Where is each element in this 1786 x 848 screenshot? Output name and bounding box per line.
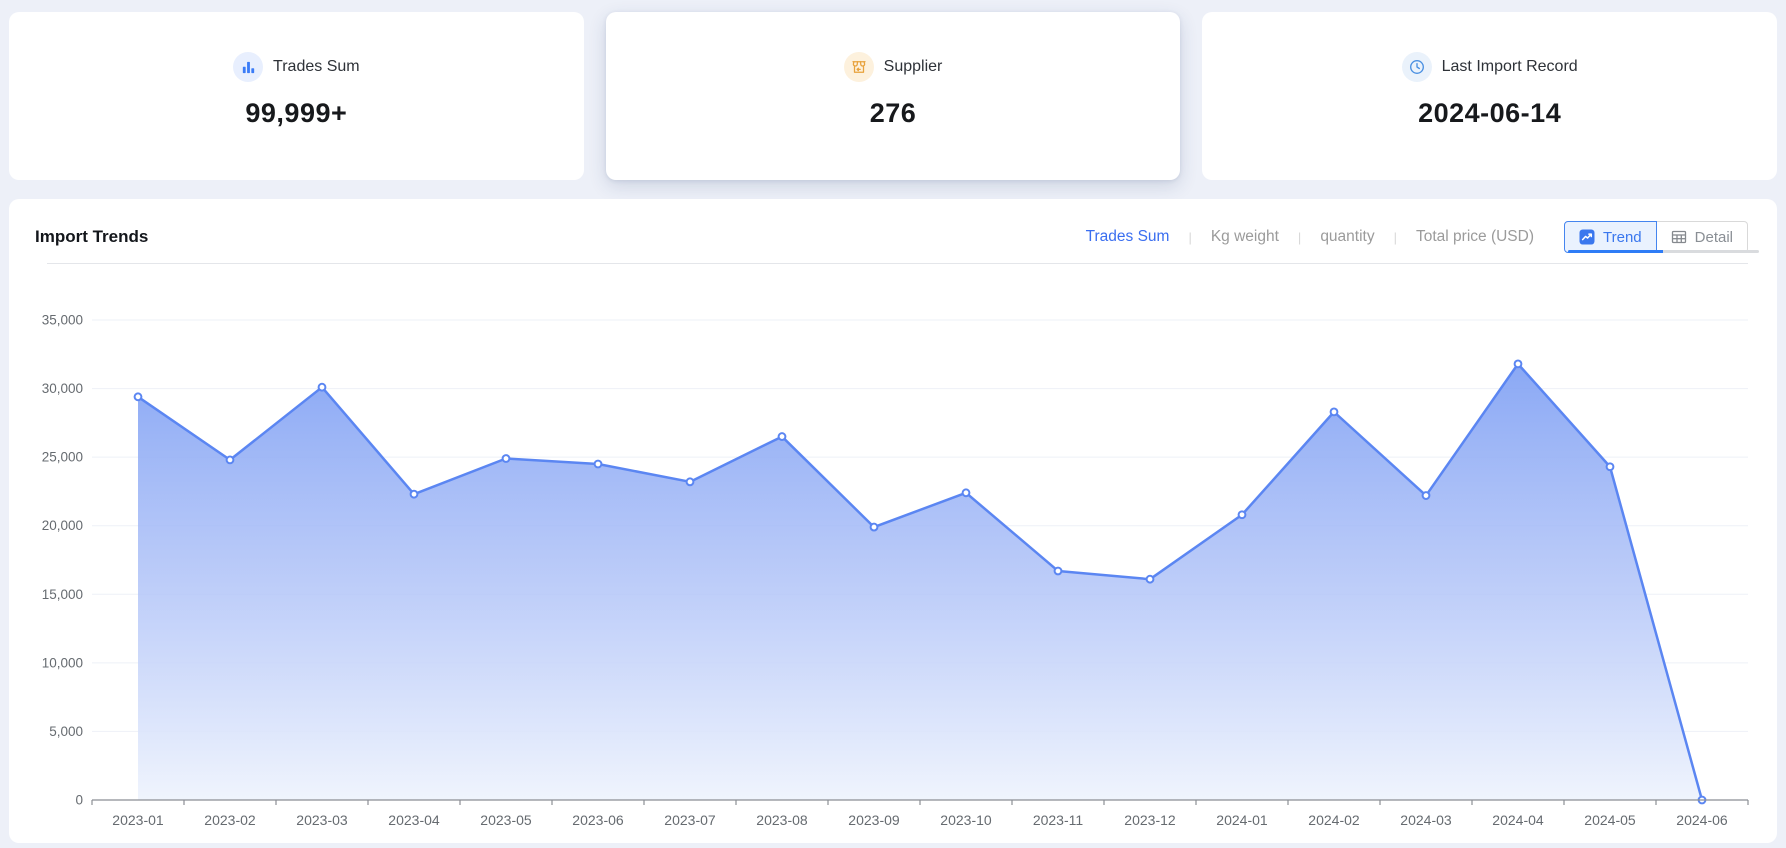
detail-button-label: Detail [1694, 228, 1733, 246]
svg-text:2024-06: 2024-06 [1676, 812, 1728, 828]
stat-head: Last Import Record [1401, 52, 1578, 82]
stat-label: Trades Sum [273, 58, 360, 75]
svg-text:2023-12: 2023-12 [1124, 812, 1176, 828]
svg-text:2024-01: 2024-01 [1216, 812, 1268, 828]
import-trends-chart[interactable]: 0 5,000 10,000 15,000 20,000 25,000 30,000 35,0… [9, 263, 1777, 843]
header-divider [47, 263, 1748, 264]
svg-text:2023-04: 2023-04 [388, 812, 440, 828]
svg-text:2023-11: 2023-11 [1033, 812, 1084, 828]
tab-total-price[interactable]: Total price (USD) [1416, 228, 1534, 245]
tab-kg-weight[interactable]: Kg weight [1210, 228, 1279, 245]
tab-separator: | [1188, 229, 1192, 245]
stat-label: Supplier [883, 58, 943, 75]
page-title: Import Trends [35, 227, 149, 246]
table-icon [1671, 229, 1687, 245]
clock-icon [1401, 52, 1432, 82]
svg-text:2023-08: 2023-08 [756, 812, 808, 828]
horizontal-scrollbar[interactable] [1568, 250, 1759, 253]
svg-text:10,000: 10,000 [42, 655, 83, 670]
svg-text:2023-06: 2023-06 [572, 812, 624, 828]
svg-text:25,000: 25,000 [42, 450, 83, 465]
trends-header: Import Trends Trades Sum | Kg weight | q… [9, 199, 1777, 263]
stat-cards-row: Trades Sum 99,999+ Supplier 276 [9, 12, 1777, 180]
svg-text:2023-01: 2023-01 [112, 812, 164, 828]
stat-head: Trades Sum [233, 52, 360, 82]
storefront-icon [843, 52, 874, 82]
trend-icon [1579, 229, 1595, 245]
stat-card-trades-sum[interactable]: Trades Sum 99,999+ [9, 12, 584, 180]
svg-text:0: 0 [75, 793, 83, 808]
tab-trades-sum[interactable]: Trades Sum [1085, 228, 1170, 245]
stat-value: 276 [869, 98, 917, 128]
stat-label: Last Import Record [1441, 58, 1578, 75]
stat-value: 99,999+ [245, 98, 348, 128]
tab-separator: | [1393, 229, 1397, 245]
tab-quantity[interactable]: quantity [1320, 228, 1375, 245]
svg-text:2023-03: 2023-03 [296, 812, 348, 828]
svg-text:2023-10: 2023-10 [940, 812, 992, 828]
scrollbar-thumb[interactable] [1568, 250, 1663, 253]
view-toggle: Trend Detail [1564, 221, 1748, 253]
svg-text:30,000: 30,000 [42, 381, 83, 396]
svg-text:2024-03: 2024-03 [1400, 812, 1452, 828]
svg-text:5,000: 5,000 [49, 724, 83, 739]
svg-text:2023-09: 2023-09 [848, 812, 900, 828]
svg-text:2024-05: 2024-05 [1584, 812, 1636, 828]
svg-text:2024-04: 2024-04 [1492, 812, 1544, 828]
tab-separator: | [1297, 229, 1302, 245]
svg-text:35,000: 35,000 [42, 313, 83, 328]
metric-tabs: Trades Sum | Kg weight | quantity | Tota… [1086, 228, 1534, 246]
svg-text:2023-07: 2023-07 [664, 812, 716, 828]
stat-card-supplier[interactable]: Supplier 276 [605, 12, 1181, 180]
svg-text:2024-02: 2024-02 [1308, 812, 1360, 828]
svg-text:2023-05: 2023-05 [480, 812, 532, 828]
scrollbar-track [1663, 250, 1759, 253]
stat-card-last-import-record[interactable]: Last Import Record 2024-06-14 [1202, 12, 1777, 180]
stat-value: 2024-06-14 [1418, 98, 1562, 128]
import-trends-card: Import Trends Trades Sum | Kg weight | q… [9, 199, 1777, 843]
svg-text:2023-02: 2023-02 [204, 812, 256, 828]
trend-button-label: Trend [1603, 228, 1642, 246]
svg-text:20,000: 20,000 [42, 518, 83, 533]
stat-head: Supplier [843, 52, 943, 82]
svg-text:15,000: 15,000 [42, 587, 83, 602]
trends-controls: Trades Sum | Kg weight | quantity | Tota… [1086, 209, 1748, 253]
trend-button[interactable]: Trend [1564, 221, 1657, 253]
bar-chart-icon [233, 52, 264, 82]
detail-button[interactable]: Detail [1656, 221, 1748, 253]
